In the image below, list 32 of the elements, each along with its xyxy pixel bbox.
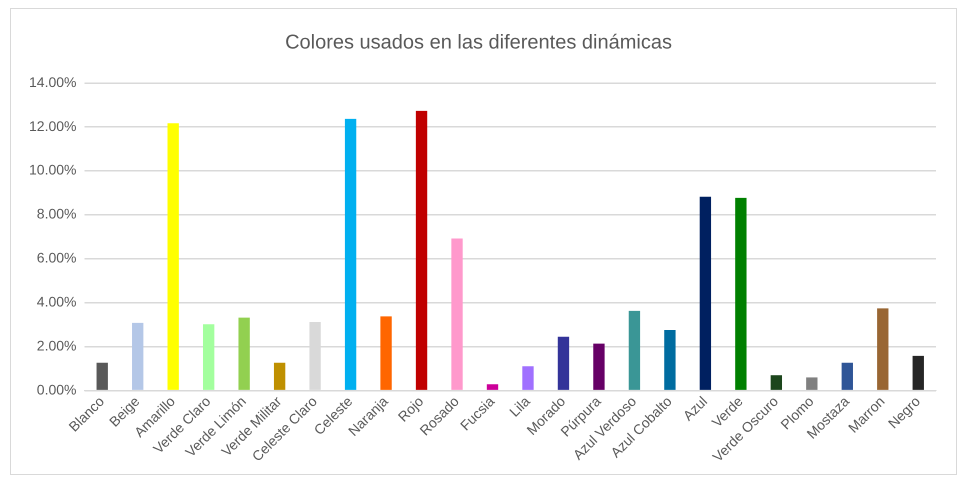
bar — [451, 238, 463, 390]
bar — [735, 198, 747, 390]
bar — [522, 366, 534, 390]
bar — [877, 308, 888, 390]
bar — [628, 310, 640, 390]
bar — [593, 344, 605, 390]
bar — [416, 110, 428, 390]
y-tick-label: 4.00% — [36, 294, 76, 310]
y-tick-label: 0.00% — [36, 381, 76, 398]
bar — [664, 330, 676, 390]
y-tick-label: 6.00% — [36, 250, 76, 266]
bar — [96, 362, 108, 390]
y-tick-label: 2.00% — [36, 338, 76, 354]
bar — [344, 118, 356, 390]
bar — [770, 375, 782, 390]
chart-title: Colores usados en las diferentes dinámicas — [285, 32, 672, 54]
bar — [486, 384, 498, 390]
bar — [274, 362, 286, 390]
bar — [238, 318, 250, 390]
y-tick-label: 10.00% — [29, 162, 76, 178]
bar — [806, 377, 818, 390]
bar — [132, 322, 144, 390]
y-tick-label: 8.00% — [36, 206, 76, 222]
bar — [558, 336, 570, 390]
bar — [912, 356, 924, 390]
y-tick-label: 14.00% — [29, 74, 76, 90]
bar — [380, 316, 392, 390]
bar — [202, 324, 214, 390]
bar — [700, 196, 712, 390]
bar — [842, 362, 853, 390]
bar — [168, 123, 179, 390]
y-tick-label: 12.00% — [29, 118, 76, 134]
